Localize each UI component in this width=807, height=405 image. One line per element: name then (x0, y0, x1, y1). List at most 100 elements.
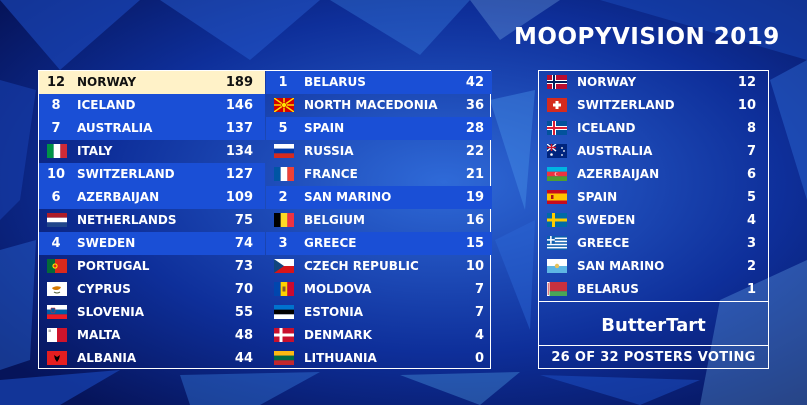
country-name: NORWAY (77, 75, 137, 89)
country-name: RUSSIA (304, 144, 354, 158)
north-macedonia-flag-icon (274, 98, 294, 112)
scoreboard-row: NORTH MACEDONIA 36 (266, 94, 492, 117)
votes-panel: NORWAY 12 SWITZERLAND 10 ICELAND 8 AUSTRALIA 7 A… (538, 70, 769, 369)
country-total: 189 (225, 75, 253, 90)
country-name: ALBANIA (77, 351, 137, 365)
vote-country: SPAIN (577, 190, 618, 204)
country-name: SAN MARINO (304, 190, 392, 204)
portugal-flag-icon (47, 259, 67, 273)
vote-country: BELARUS (577, 282, 639, 296)
country-total: 137 (225, 121, 253, 136)
vote-country: SWITZERLAND (577, 98, 675, 112)
scoreboard-row: 10 SWITZERLAND 127 (39, 163, 265, 186)
vote-points: 4 (746, 213, 756, 228)
country-total: 16 (465, 213, 484, 228)
lithuania-flag-icon (274, 351, 294, 365)
moldova-flag-icon (274, 282, 294, 296)
vote-points: 6 (746, 167, 756, 182)
country-name: PORTUGAL (77, 259, 150, 273)
country-total: 7 (474, 305, 484, 320)
vote-row: AZERBAIJAN 6 (539, 163, 768, 186)
country-name: NETHERLANDS (77, 213, 177, 227)
scoreboard: 12 NORWAY 189 8 ICELAND 146 7 AUSTRALIA 137 ITALY… (38, 70, 492, 370)
country-name: BELARUS (304, 75, 366, 89)
awarded-points: 2 (278, 190, 288, 205)
scoreboard-row: CZECH REPUBLIC 10 (266, 255, 492, 278)
voter-name: ButterTart (601, 315, 706, 336)
country-name: SPAIN (304, 121, 345, 135)
vote-country: SWEDEN (577, 213, 636, 227)
country-total: 74 (234, 236, 253, 251)
iceland-flag-icon (547, 121, 567, 135)
spain-flag-icon (547, 190, 567, 204)
scoreboard-row: NETHERLANDS 75 (39, 209, 265, 232)
country-total: 55 (234, 305, 253, 320)
vote-points: 7 (746, 144, 756, 159)
country-name: CYPRUS (77, 282, 131, 296)
greece-flag-icon (547, 236, 567, 250)
awarded-points: 5 (278, 121, 288, 136)
country-total: 22 (465, 144, 484, 159)
switzerland-flag-icon (547, 98, 567, 112)
country-name: SWITZERLAND (77, 167, 175, 181)
country-total: 48 (234, 328, 253, 343)
vote-row: SWEDEN 4 (539, 209, 768, 232)
country-total: 44 (234, 351, 253, 366)
scoreboard-row: RUSSIA 22 (266, 140, 492, 163)
scoreboard-row: ESTONIA 7 (266, 301, 492, 324)
country-total: 42 (465, 75, 484, 90)
scoreboard-row: 12 NORWAY 189 (39, 71, 265, 94)
country-total: 10 (465, 259, 484, 274)
awarded-points: 3 (278, 236, 288, 251)
country-total: 19 (465, 190, 484, 205)
sweden-flag-icon (547, 213, 567, 227)
vote-points: 10 (737, 98, 756, 113)
scoreboard-row: 4 SWEDEN 74 (39, 232, 265, 255)
country-name: CZECH REPUBLIC (304, 259, 419, 273)
vote-points: 8 (746, 121, 756, 136)
vote-country: ICELAND (577, 121, 636, 135)
awarded-points: 7 (51, 121, 61, 136)
cyprus-flag-icon (47, 282, 67, 296)
awarded-points: 8 (51, 98, 61, 113)
country-name: MOLDOVA (304, 282, 372, 296)
country-total: 109 (225, 190, 253, 205)
country-name: LITHUANIA (304, 351, 377, 365)
scoreboard-row: DENMARK 4 (266, 324, 492, 347)
scoreboard-row: FRANCE 21 (266, 163, 492, 186)
scoreboard-right-column: 1 BELARUS 42 NORTH MACEDONIA 36 5 SPAIN 28 RUSSI… (266, 71, 492, 370)
san-marino-flag-icon (547, 259, 567, 273)
vote-country: SAN MARINO (577, 259, 665, 273)
vote-row: GREECE 3 (539, 232, 768, 255)
vote-row: SPAIN 5 (539, 186, 768, 209)
country-total: 134 (225, 144, 253, 159)
scoreboard-row: SLOVENIA 55 (39, 301, 265, 324)
vote-points: 1 (746, 282, 756, 297)
country-name: NORTH MACEDONIA (304, 98, 438, 112)
country-name: FRANCE (304, 167, 358, 181)
divider (539, 345, 768, 346)
scoreboard-row: 2 SAN MARINO 19 (266, 186, 492, 209)
scoreboard-row: 5 SPAIN 28 (266, 117, 492, 140)
vote-country: AUSTRALIA (577, 144, 653, 158)
scoreboard-row: PORTUGAL 73 (39, 255, 265, 278)
country-total: 7 (474, 282, 484, 297)
azerbaijan-flag-icon (547, 167, 567, 181)
country-total: 75 (234, 213, 253, 228)
country-total: 0 (474, 351, 484, 366)
scoreboard-row: 6 AZERBAIJAN 109 (39, 186, 265, 209)
netherlands-flag-icon (47, 213, 67, 227)
country-name: BELGIUM (304, 213, 365, 227)
norway-flag-icon (547, 75, 567, 89)
vote-row: SWITZERLAND 10 (539, 94, 768, 117)
scoreboard-row: ALBANIA 44 (39, 347, 265, 370)
vote-country: NORWAY (577, 75, 637, 89)
malta-flag-icon (47, 328, 67, 342)
country-total: 36 (465, 98, 484, 113)
voting-status: 26 OF 32 POSTERS VOTING (551, 350, 756, 365)
country-name: GREECE (304, 236, 357, 250)
awarded-points: 6 (51, 190, 61, 205)
vote-country: GREECE (577, 236, 630, 250)
country-total: 15 (465, 236, 484, 251)
